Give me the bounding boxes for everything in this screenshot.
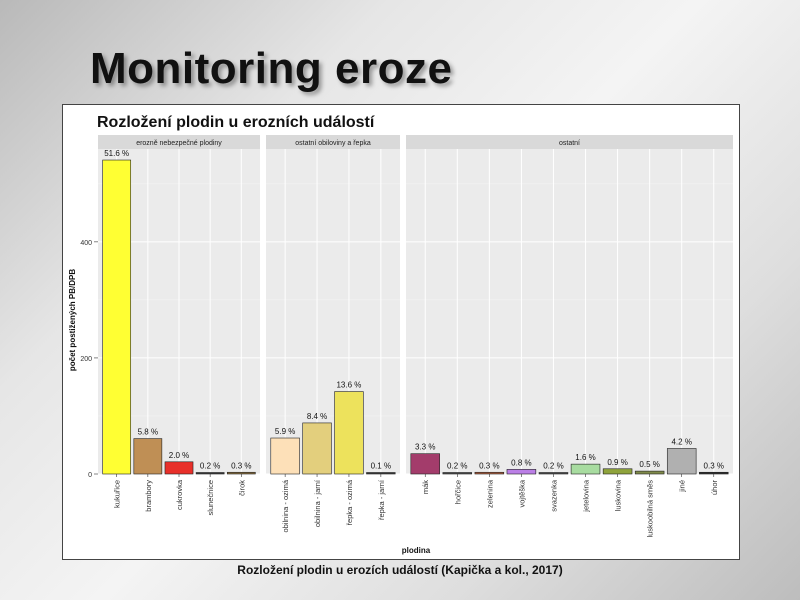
bar xyxy=(410,453,440,475)
data-label: 1.6 % xyxy=(575,453,595,462)
x-tick-label: hořčice xyxy=(453,480,462,504)
bar xyxy=(366,472,396,475)
bar xyxy=(602,468,633,475)
data-label: 0.3 % xyxy=(479,461,499,470)
bar xyxy=(226,471,256,475)
data-label: 0.2 % xyxy=(200,462,220,471)
data-label: 3.3 % xyxy=(415,443,435,452)
x-tick-label: mák xyxy=(421,480,430,494)
bar xyxy=(634,470,665,475)
facet-strip-label: erozně nebezpečné plodiny xyxy=(136,140,222,147)
chart-title: Rozložení plodin u erozních událostí xyxy=(97,114,375,131)
bar xyxy=(164,461,194,475)
x-tick-label: svazenka xyxy=(549,479,558,512)
bar xyxy=(270,437,300,475)
x-tick-label: obilnina - ozimá xyxy=(281,479,290,532)
x-tick-label: jetelovina xyxy=(582,479,591,513)
slide-title: Monitoring eroze xyxy=(90,44,453,93)
data-label: 13.6 % xyxy=(336,381,361,390)
data-label: 5.8 % xyxy=(138,428,158,437)
bar xyxy=(102,159,132,475)
x-tick-label: vojtěška xyxy=(517,479,526,507)
data-label: 5.9 % xyxy=(275,427,295,436)
figure-caption: Rozložení plodin u erozích událostí (Kap… xyxy=(237,563,563,577)
panel-background xyxy=(266,149,400,474)
data-label: 51.6 % xyxy=(104,149,129,158)
y-tick-label: 400 xyxy=(80,240,92,247)
panel-background xyxy=(406,149,733,474)
bar xyxy=(302,422,332,475)
x-tick-label: zelenina xyxy=(485,479,494,508)
x-tick-label: úhor xyxy=(710,480,719,496)
data-label: 0.8 % xyxy=(511,458,531,467)
y-tick-label: 200 xyxy=(80,356,92,363)
bar xyxy=(195,472,225,475)
x-tick-label: jiné xyxy=(678,480,687,493)
bar xyxy=(506,469,537,475)
data-label: 8.4 % xyxy=(307,412,327,421)
x-tick-label: kukuřice xyxy=(113,480,122,508)
chart-container: Rozložení plodin u erozních událostí poč… xyxy=(62,104,740,560)
data-label: 0.5 % xyxy=(639,460,659,469)
bar xyxy=(474,471,505,475)
bar xyxy=(570,463,601,475)
bar xyxy=(699,471,729,475)
data-label: 0.1 % xyxy=(371,462,391,471)
facet-strip xyxy=(406,135,733,149)
bar xyxy=(442,472,473,475)
facet-strip-label: ostatní xyxy=(559,140,580,147)
bar xyxy=(666,448,697,475)
bar xyxy=(334,391,364,475)
data-label: 4.2 % xyxy=(671,437,691,446)
x-tick-label: řepka - jarní xyxy=(377,479,386,520)
data-label: 0.3 % xyxy=(704,461,724,470)
data-label: 0.3 % xyxy=(231,461,251,470)
bar xyxy=(133,438,163,475)
x-tick-label: luskoobilná směs xyxy=(646,480,655,538)
bar-chart: Rozložení plodin u erozních událostí poč… xyxy=(68,114,733,555)
x-tick-label: cukrovka xyxy=(175,479,184,510)
bar xyxy=(538,472,569,475)
y-tick-label: 0 xyxy=(88,472,92,479)
data-label: 0.2 % xyxy=(447,462,467,471)
facet-strip xyxy=(98,135,260,149)
data-label: 0.9 % xyxy=(607,458,627,467)
y-axis-label: počet postižených PB/DPB xyxy=(68,269,77,371)
x-tick-label: luskovina xyxy=(614,479,623,511)
data-label: 0.2 % xyxy=(543,462,563,471)
facet-strip xyxy=(266,135,400,149)
facet-strip-label: ostatní obiloviny a řepka xyxy=(295,140,371,147)
x-tick-label: čirok xyxy=(237,480,246,496)
x-tick-label: brambory xyxy=(144,480,153,512)
x-tick-label: řepka - ozimá xyxy=(345,479,354,525)
data-label: 2.0 % xyxy=(169,451,189,460)
x-tick-label: obilnina - jarní xyxy=(313,479,322,527)
x-axis-label: plodina xyxy=(402,546,431,555)
x-tick-label: slunečnice xyxy=(206,480,215,515)
